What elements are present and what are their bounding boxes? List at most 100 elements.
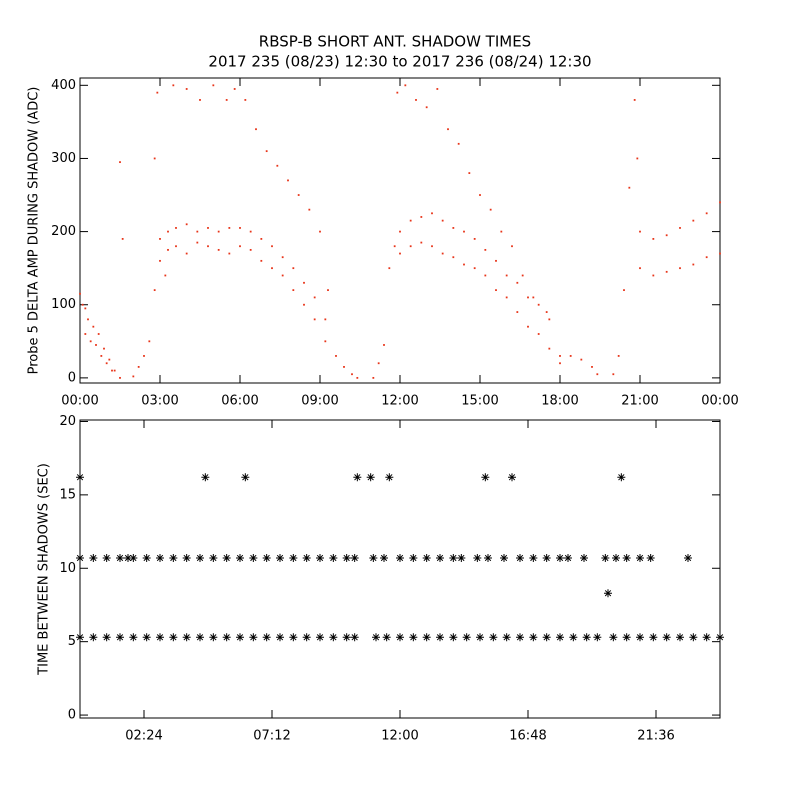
asterisk-point bbox=[556, 553, 564, 562]
data-point bbox=[692, 219, 695, 222]
y-tick-label: 5 bbox=[68, 634, 76, 649]
asterisk-point bbox=[436, 553, 444, 562]
data-point bbox=[119, 376, 121, 379]
data-point bbox=[111, 369, 113, 372]
asterisk-point bbox=[582, 633, 591, 642]
asterisk-point bbox=[622, 553, 631, 562]
data-point bbox=[377, 362, 380, 365]
data-point bbox=[143, 355, 145, 357]
data-point bbox=[665, 234, 668, 237]
data-point bbox=[153, 289, 156, 292]
data-point bbox=[425, 106, 428, 109]
asterisk-point bbox=[169, 633, 178, 642]
data-point bbox=[537, 303, 540, 306]
x-tick-label: 15:00 bbox=[461, 394, 498, 409]
data-point bbox=[484, 248, 487, 251]
asterisk-point bbox=[422, 553, 431, 562]
asterisk-point bbox=[564, 553, 572, 562]
data-point bbox=[164, 274, 167, 277]
asterisk-point bbox=[609, 633, 618, 642]
asterisk-point bbox=[342, 633, 351, 642]
asterisk-point bbox=[201, 473, 210, 482]
data-point bbox=[372, 376, 375, 379]
data-point bbox=[137, 366, 140, 368]
data-point bbox=[569, 355, 572, 357]
data-point bbox=[212, 84, 215, 87]
data-point bbox=[639, 230, 641, 233]
data-point bbox=[679, 227, 681, 229]
data-point bbox=[207, 227, 209, 229]
data-point bbox=[313, 296, 316, 299]
data-point bbox=[452, 227, 455, 229]
data-point bbox=[303, 281, 305, 284]
data-point bbox=[319, 230, 321, 233]
data-point bbox=[121, 238, 124, 240]
data-point bbox=[388, 267, 391, 270]
asterisk-point bbox=[542, 633, 551, 642]
data-point bbox=[537, 333, 540, 335]
data-point bbox=[409, 219, 412, 222]
asterisk-point bbox=[222, 553, 231, 562]
data-point bbox=[97, 333, 100, 335]
y-tick-label: 20 bbox=[59, 414, 76, 429]
data-point bbox=[473, 267, 476, 270]
data-point bbox=[292, 267, 295, 270]
asterisk-point bbox=[502, 633, 511, 642]
asterisk-point bbox=[646, 553, 655, 562]
data-point bbox=[500, 230, 503, 233]
asterisk-point bbox=[276, 633, 284, 642]
data-point bbox=[159, 238, 161, 240]
asterisk-point bbox=[289, 553, 298, 562]
asterisk-point bbox=[622, 633, 631, 642]
data-point bbox=[383, 344, 385, 346]
x-tick-label: 00:00 bbox=[61, 394, 98, 409]
data-point bbox=[351, 373, 353, 376]
data-point bbox=[393, 245, 396, 248]
chart-title: RBSP-B SHORT ANT. SHADOW TIMES bbox=[259, 33, 531, 51]
asterisk-point bbox=[89, 633, 98, 642]
data-point bbox=[596, 373, 599, 376]
asterisk-point bbox=[142, 553, 151, 562]
data-point bbox=[81, 303, 84, 306]
asterisk-point bbox=[612, 553, 620, 562]
data-point bbox=[511, 245, 513, 248]
asterisk-point bbox=[396, 553, 404, 562]
data-point bbox=[303, 303, 305, 306]
y-tick-label: 0 bbox=[68, 708, 76, 723]
asterisk-point bbox=[457, 553, 466, 562]
data-point bbox=[521, 274, 524, 277]
data-point bbox=[636, 157, 639, 160]
data-point bbox=[420, 216, 423, 218]
data-point bbox=[217, 230, 220, 233]
data-point bbox=[335, 355, 337, 357]
asterisk-point bbox=[617, 473, 626, 482]
y-tick-label: 100 bbox=[51, 297, 76, 312]
data-point bbox=[265, 150, 268, 153]
data-point bbox=[484, 274, 487, 277]
asterisk-point bbox=[662, 633, 671, 642]
data-point bbox=[249, 248, 252, 251]
asterisk-point bbox=[396, 633, 404, 642]
asterisk-point bbox=[102, 633, 111, 642]
asterisk-point bbox=[182, 633, 191, 642]
data-point bbox=[196, 241, 199, 244]
data-point bbox=[452, 256, 455, 259]
y-tick-label: 400 bbox=[51, 78, 76, 93]
data-point bbox=[324, 340, 327, 343]
data-point bbox=[239, 245, 241, 248]
data-point bbox=[148, 340, 151, 343]
asterisk-point bbox=[262, 553, 271, 562]
data-point bbox=[505, 274, 508, 277]
asterisk-point bbox=[636, 633, 644, 642]
asterisk-point bbox=[156, 553, 164, 562]
asterisk-point bbox=[302, 633, 311, 642]
asterisk-point bbox=[409, 633, 418, 642]
data-point bbox=[79, 292, 81, 295]
data-point bbox=[228, 252, 231, 255]
data-point bbox=[516, 311, 519, 313]
asterisk-point bbox=[329, 633, 338, 642]
data-point bbox=[463, 263, 465, 266]
data-point bbox=[260, 238, 263, 240]
data-point bbox=[185, 252, 188, 255]
asterisk-point bbox=[196, 553, 204, 562]
